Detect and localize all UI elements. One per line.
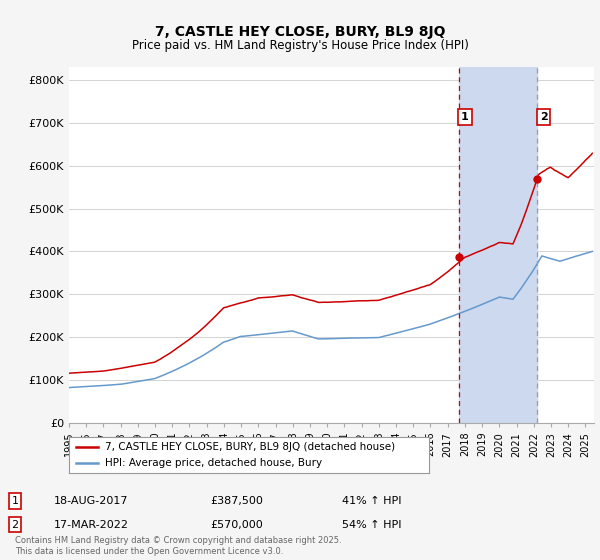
Text: Contains HM Land Registry data © Crown copyright and database right 2025.
This d: Contains HM Land Registry data © Crown c… xyxy=(15,536,341,556)
Text: 17-MAR-2022: 17-MAR-2022 xyxy=(54,520,129,530)
Text: 54% ↑ HPI: 54% ↑ HPI xyxy=(342,520,401,530)
Text: £570,000: £570,000 xyxy=(210,520,263,530)
Text: HPI: Average price, detached house, Bury: HPI: Average price, detached house, Bury xyxy=(105,459,322,468)
Text: 7, CASTLE HEY CLOSE, BURY, BL9 8JQ: 7, CASTLE HEY CLOSE, BURY, BL9 8JQ xyxy=(155,25,445,39)
Text: 2: 2 xyxy=(11,520,19,530)
Text: 7, CASTLE HEY CLOSE, BURY, BL9 8JQ (detached house): 7, CASTLE HEY CLOSE, BURY, BL9 8JQ (deta… xyxy=(105,442,395,451)
Bar xyxy=(458,67,538,423)
Text: 2: 2 xyxy=(540,112,548,122)
Text: £387,500: £387,500 xyxy=(210,496,263,506)
Text: 1: 1 xyxy=(11,496,19,506)
Text: 18-AUG-2017: 18-AUG-2017 xyxy=(54,496,128,506)
Text: 1: 1 xyxy=(461,112,469,122)
Text: Price paid vs. HM Land Registry's House Price Index (HPI): Price paid vs. HM Land Registry's House … xyxy=(131,39,469,52)
Text: 41% ↑ HPI: 41% ↑ HPI xyxy=(342,496,401,506)
